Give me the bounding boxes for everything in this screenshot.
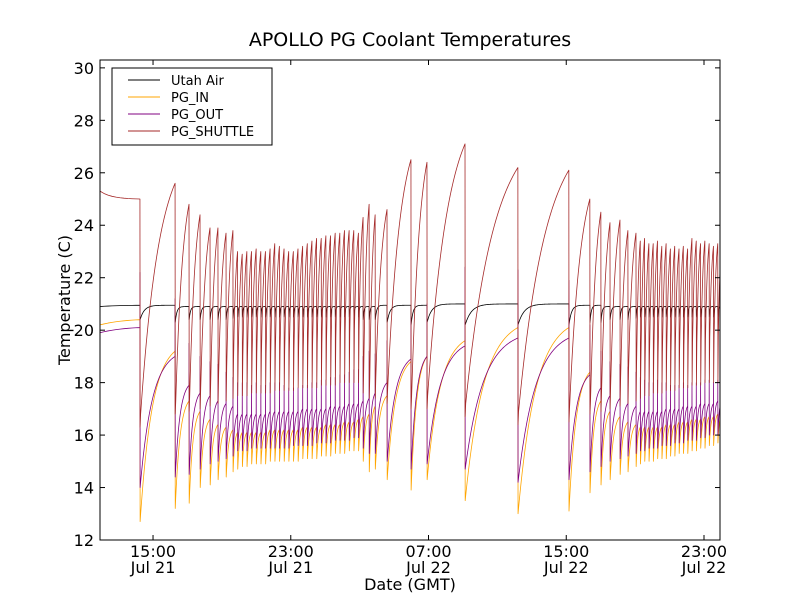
x-tick-label-date: Jul 22 — [405, 558, 451, 577]
x-tick-label-date: Jul 22 — [543, 558, 589, 577]
x-tick-label-time: 07:00 — [405, 542, 451, 561]
legend-box — [111, 67, 273, 146]
legend-label-pg-in: PG_IN — [171, 91, 209, 106]
y-tick-label: 26 — [74, 164, 94, 183]
x-tick-label-time: 23:00 — [681, 542, 727, 561]
legend-label-pg-out: PG_OUT — [171, 108, 223, 123]
x-tick-label-time: 23:00 — [268, 542, 314, 561]
y-tick-label: 20 — [74, 321, 94, 340]
x-tick-label-time: 15:00 — [130, 542, 176, 561]
series-layer — [100, 143, 720, 523]
legend-label-utah-air: Utah Air — [171, 74, 224, 89]
y-tick-label: 18 — [74, 374, 94, 393]
x-tick-label-time: 15:00 — [543, 542, 589, 561]
series-line-utah-air — [100, 303, 720, 326]
y-tick-label: 16 — [74, 426, 94, 445]
y-tick-label: 22 — [74, 269, 94, 288]
y-tick-label: 30 — [74, 59, 94, 78]
y-axis-title: Temperature (C) — [55, 235, 74, 366]
legend-label-pg-shuttle: PG_SHUTTLE — [171, 125, 254, 140]
series-line-pg-shuttle — [100, 143, 720, 428]
x-tick-label-date: Jul 22 — [681, 558, 727, 577]
y-tick-label: 12 — [74, 531, 94, 550]
y-tick-label: 28 — [74, 111, 94, 130]
chart-title: APOLLO PG Coolant Temperatures — [249, 29, 571, 51]
series-line-pg-out — [100, 266, 720, 488]
x-tick-label-date: Jul 21 — [267, 558, 313, 577]
y-tick-label: 14 — [74, 479, 94, 498]
x-tick-label-date: Jul 21 — [130, 558, 176, 577]
x-axis-title: Date (GMT) — [364, 575, 456, 594]
y-tick-label: 24 — [74, 216, 94, 235]
legend: Utah Air PG_IN PG_OUT PG_SHUTTLE — [111, 67, 273, 146]
plot-frame — [99, 59, 721, 541]
